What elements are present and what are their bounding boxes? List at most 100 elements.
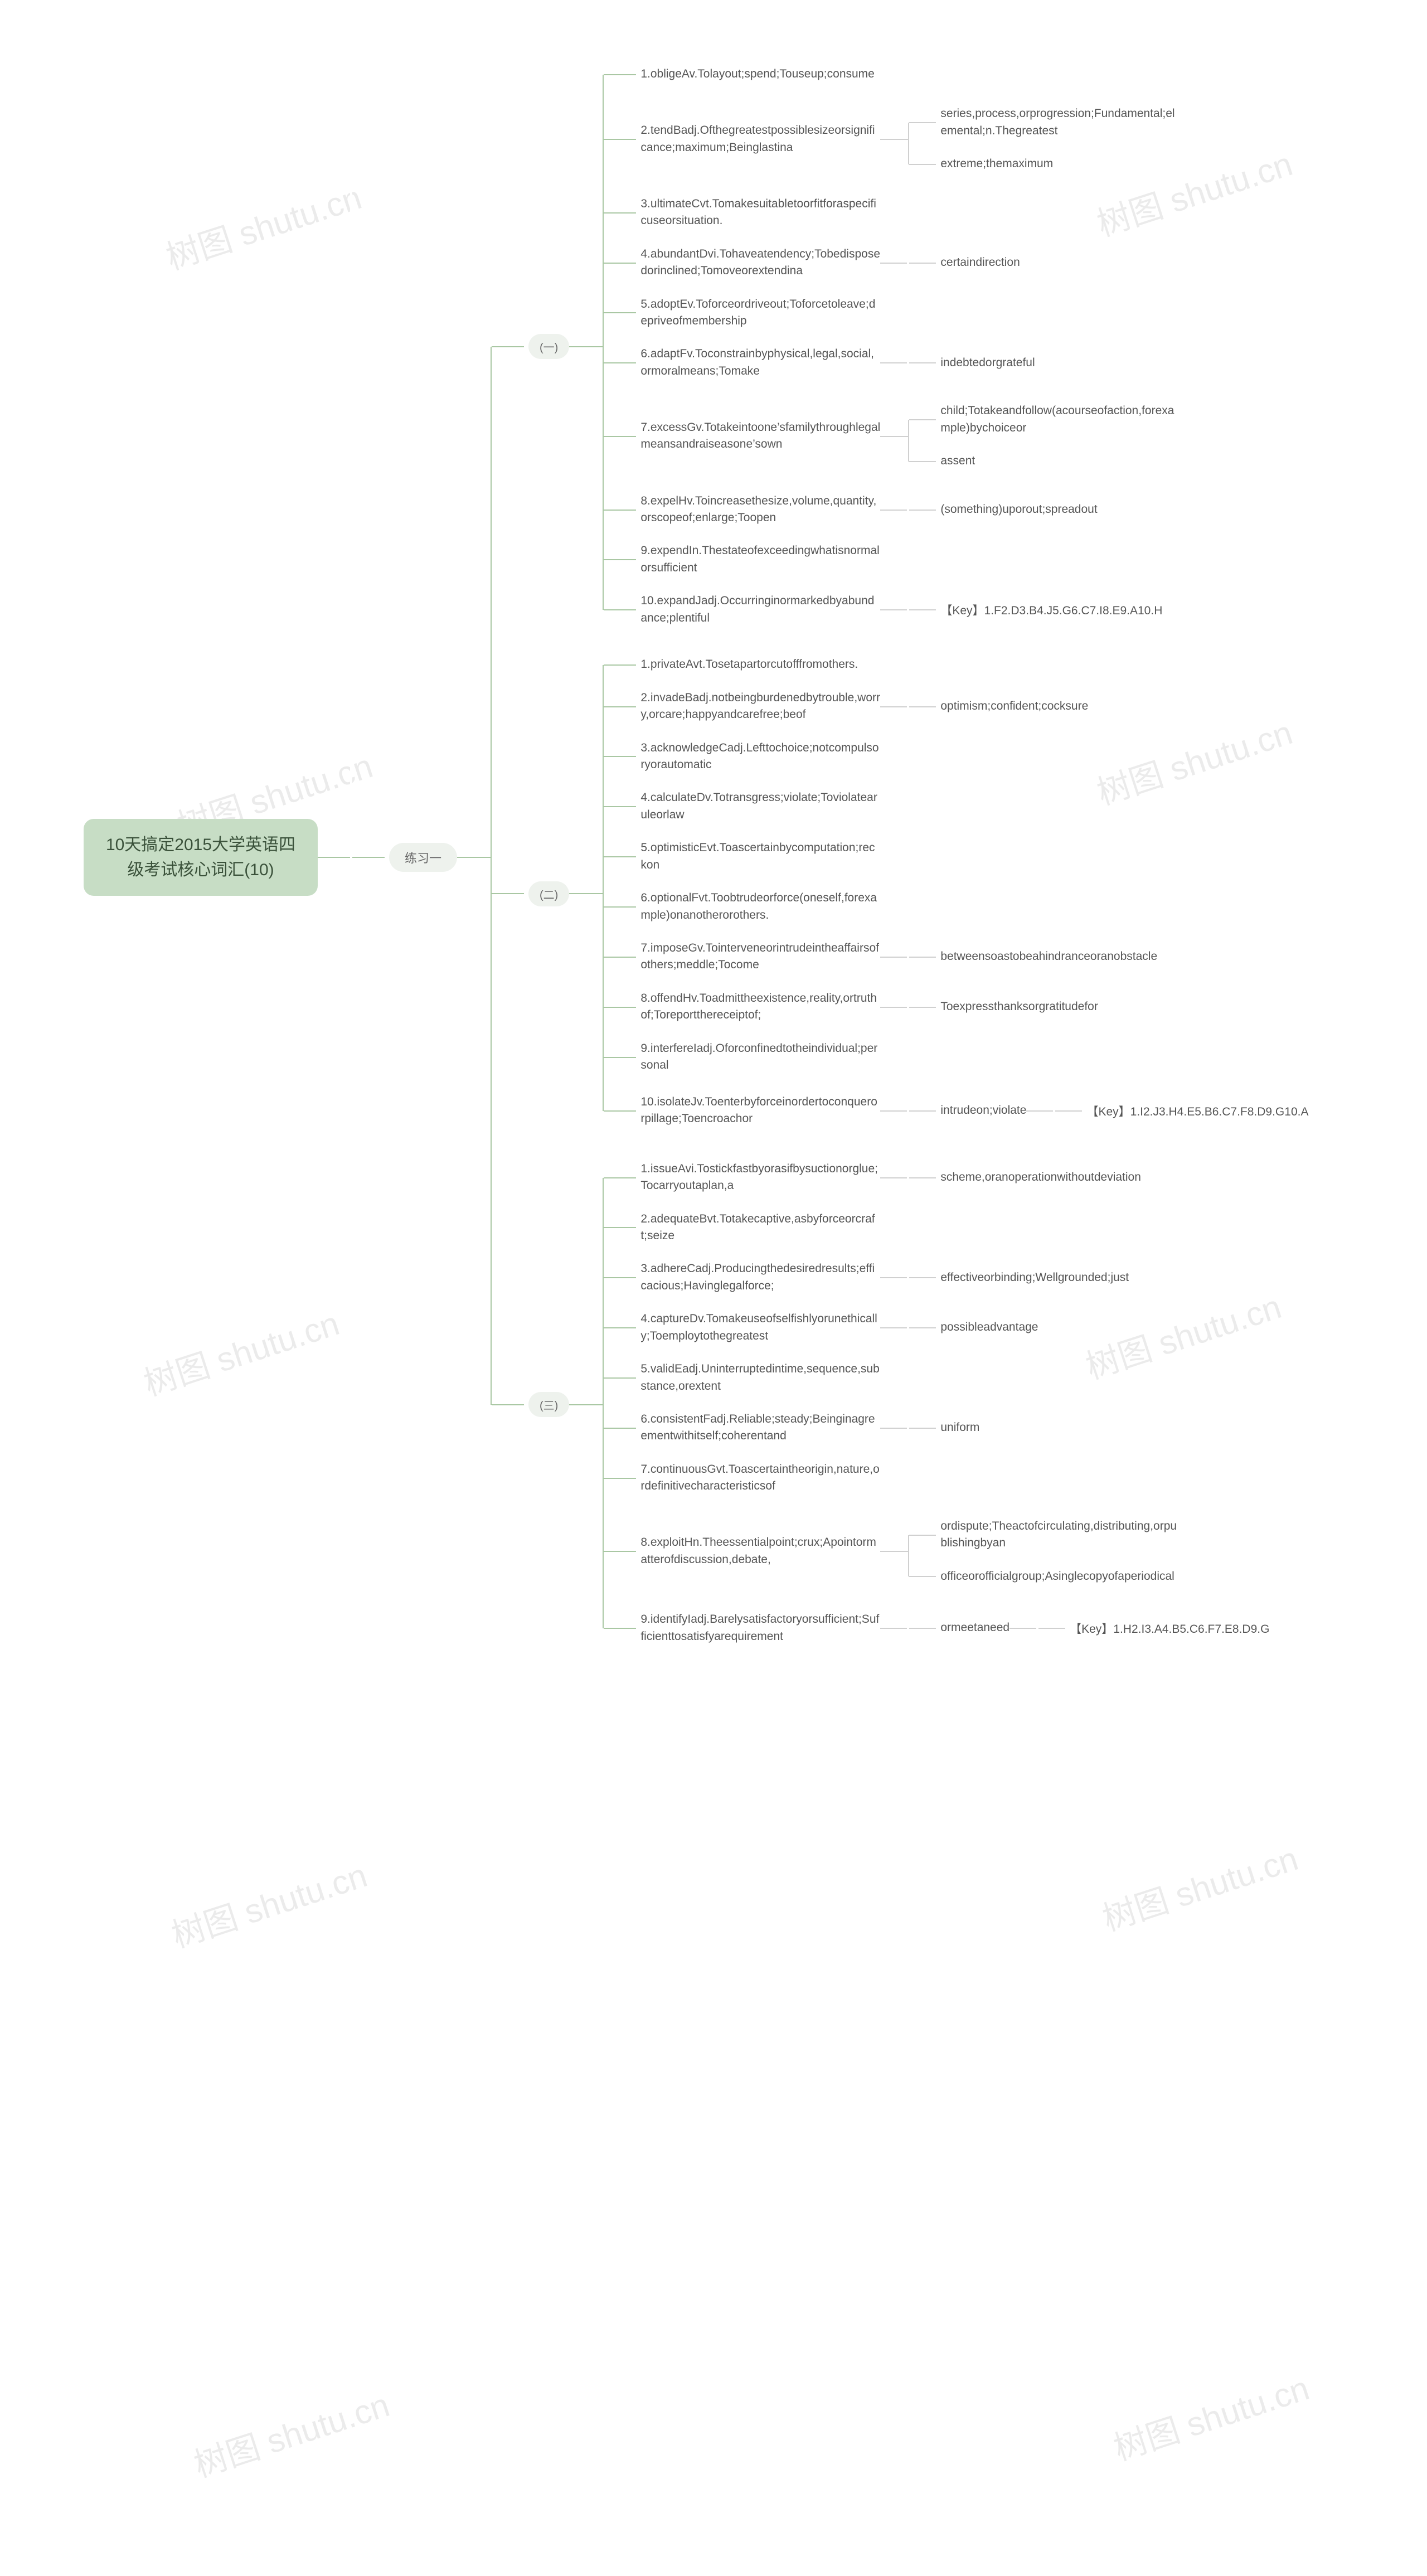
sub-row: officeorofficialgroup;Asinglecopyofaperi… [908,1560,1180,1593]
item-row: 2.invadeBadj.notbeingburdenedbytrouble,w… [603,682,1308,732]
sub-children: (something)uporout;spreadout [908,493,1097,526]
item-node: 5.optimisticEvt.Toascertainbycomputation… [640,838,880,875]
connector [880,510,908,511]
sub-children: betweensoastobeahindranceoranobstacle [908,940,1157,973]
item-row: 3.adhereCadj.Producingthedesiredresults;… [603,1253,1269,1303]
item-row: 5.validEadj.Uninterruptedintime,sequence… [603,1353,1269,1403]
sub-children: indebtedorgrateful [908,347,1035,380]
connector [569,1404,603,1405]
sub-row: 【Key】1.H2.I3.A4.B5.C6.F7.E8.D9.G [1037,1613,1269,1643]
section-row: (三) 1.issueAvi.Tostickfastbyorasifbysucti… [491,1146,1308,1663]
answer-key: 【Key】1.F2.D3.B4.J5.G6.C7.I8.E9.A10.H [940,601,1162,618]
connector [880,1110,908,1112]
sub-children: intrudeon;violate 【Key】1.I2.J3.H4.E5.B6.C… [908,1089,1308,1133]
connector [880,1428,908,1429]
sub-children: Toexpressthanksorgratitudefor [908,991,1098,1023]
item-row: 4.abundantDvi.Tohaveatendency;Tobedispos… [603,238,1180,288]
sub-row: intrudeon;violate 【Key】1.I2.J3.H4.E5.B6.C… [908,1089,1308,1133]
connector [1009,1628,1037,1629]
sub-row: ordispute;Theactofcirculating,distributi… [908,1510,1180,1560]
sub-row: effectiveorbinding;Wellgrounded;just [908,1262,1129,1294]
sub-node: effectiveorbinding;Wellgrounded;just [940,1268,1129,1288]
sub-row: scheme,oranoperationwithoutdeviation [908,1161,1141,1194]
sub-children: optimism;confident;cocksure [908,690,1088,723]
connector [880,1007,908,1008]
item-row: 5.adoptEv.Toforceordriveout;Toforcetolea… [603,288,1180,338]
item-row: 1.issueAvi.Tostickfastbyorasifbysuctiono… [603,1153,1269,1203]
items-container: 1.obligeAv.Tolayout;spend;Touseup;consum… [603,58,1180,635]
sub-row: Toexpressthanksorgratitudefor [908,991,1098,1023]
sub-node: officeorofficialgroup;Asinglecopyofaperi… [940,1567,1174,1587]
item-row: 9.interfereIadj.Oforconfinedtotheindivid… [603,1032,1308,1083]
item-row: 6.optionalFvt.Toobtrudeorforce(oneself,f… [603,882,1308,932]
section-node: (一) [528,334,569,359]
section-row: (一) 1.obligeAv.Tolayout;spend;Touseup;con… [491,51,1308,642]
item-node: 2.tendBadj.Ofthegreatestpossiblesizeorsi… [640,121,880,158]
item-node: 7.continuousGvt.Toascertaintheorigin,nat… [640,1460,880,1497]
item-row: 4.captureDv.Tomakeuseofselfishlyorunethi… [603,1303,1269,1353]
items-container: 1.issueAvi.Tostickfastbyorasifbysuctiono… [603,1153,1269,1657]
connector [880,1551,908,1552]
sub-children: certaindirection [908,246,1020,279]
sub-node: child;Totakeandfollow(acourseofaction,fo… [940,401,1180,438]
item-row: 8.expelHv.Toincreasethesize,volume,quant… [603,485,1180,535]
sub-node: uniform [940,1418,979,1438]
sub-node: assent [940,452,975,471]
item-node: 8.exploitHn.Theessentialpoint;crux;Apoin… [640,1533,880,1570]
watermark-text: 树图 shutu.cn [1106,2361,1314,2470]
answer-key: 【Key】1.I2.J3.H4.E5.B6.C7.F8.D9.G10.A [1086,1103,1308,1119]
connector [880,1327,908,1328]
sub-node: series,process,orprogression;Fundamental… [940,104,1180,141]
sub-row: series,process,orprogression;Fundamental… [908,98,1180,148]
connector [880,263,908,264]
sub-row: extreme;themaximum [908,148,1180,181]
sub-children: series,process,orprogression;Fundamental… [908,98,1180,181]
connector [880,706,908,707]
item-node: 4.calculateDv.Totransgress;violate;Tovio… [640,788,880,825]
item-node: 5.adoptEv.Toforceordriveout;Toforcetolea… [640,295,880,332]
sub-children: uniform [908,1411,979,1444]
sub-node: intrudeon;violate [940,1101,1026,1120]
item-row: 3.ultimateCvt.Tomakesuitabletoorfitforas… [603,188,1180,238]
item-node: 7.imposeGv.Tointerveneorintrudeintheaffa… [640,939,880,976]
item-row: 7.excessGv.Totakeintoone’sfamilythroughl… [603,388,1180,484]
sub-row: 【Key】1.F2.D3.B4.J5.G6.C7.I8.E9.A10.H [908,595,1162,625]
item-row: 6.adaptFv.Toconstrainbyphysical,legal,so… [603,338,1180,388]
connector [880,139,908,140]
sub-row: child;Totakeandfollow(acourseofaction,fo… [908,395,1180,445]
connector [880,1628,908,1629]
item-row: 5.optimisticEvt.Toascertainbycomputation… [603,832,1308,882]
sub-row: betweensoastobeahindranceoranobstacle [908,940,1157,973]
sub-row: uniform [908,1411,979,1444]
sub-children: possibleadvantage [908,1311,1038,1344]
item-row: 9.expendIn.Thestateofexceedingwhatisnorm… [603,535,1180,585]
sub-children: effectiveorbinding;Wellgrounded;just [908,1262,1129,1294]
items-container: 1.privateAvt.Tosetapartorcutofffromother… [603,648,1308,1139]
section-row: (二)1.privateAvt.Tosetapartorcutofffromot… [491,642,1308,1146]
connector [569,893,603,894]
sub-row: certaindirection [908,246,1020,279]
sub-node: betweensoastobeahindranceoranobstacle [940,947,1157,967]
connector [880,436,908,437]
connector [880,609,908,610]
practice-node: 练习一 [389,843,457,872]
item-row: 10.isolateJv.Toenterbyforceinordertoconq… [603,1083,1308,1139]
item-node: 5.validEadj.Uninterruptedintime,sequence… [640,1360,880,1396]
item-node: 1.obligeAv.Tolayout;spend;Touseup;consum… [640,65,875,84]
answer-key: 【Key】1.H2.I3.A4.B5.C6.F7.E8.D9.G [1070,1620,1269,1637]
item-node: 1.privateAvt.Tosetapartorcutofffromother… [640,655,858,675]
item-node: 3.ultimateCvt.Tomakesuitabletoorfitforas… [640,195,880,231]
sub-row: assent [908,445,1180,478]
item-node: 9.expendIn.Thestateofexceedingwhatisnorm… [640,541,880,578]
section-node: (三) [528,1392,569,1417]
sub-row: ormeetaneed 【Key】1.H2.I3.A4.B5.C6.F7.E8.D… [908,1607,1269,1650]
sub-node: ormeetaneed [940,1618,1009,1638]
item-node: 1.issueAvi.Tostickfastbyorasifbysuctiono… [640,1160,880,1196]
item-node: 2.invadeBadj.notbeingburdenedbytrouble,w… [640,688,880,725]
sub-children: ormeetaneed 【Key】1.H2.I3.A4.B5.C6.F7.E8.D… [908,1607,1269,1650]
sub-node: possibleadvantage [940,1318,1038,1337]
item-row: 7.continuousGvt.Toascertaintheorigin,nat… [603,1453,1269,1503]
connector [569,346,603,347]
sections-container: (一) 1.obligeAv.Tolayout;spend;Touseup;con… [491,51,1308,1663]
item-node: 7.excessGv.Totakeintoone’sfamilythroughl… [640,418,880,455]
